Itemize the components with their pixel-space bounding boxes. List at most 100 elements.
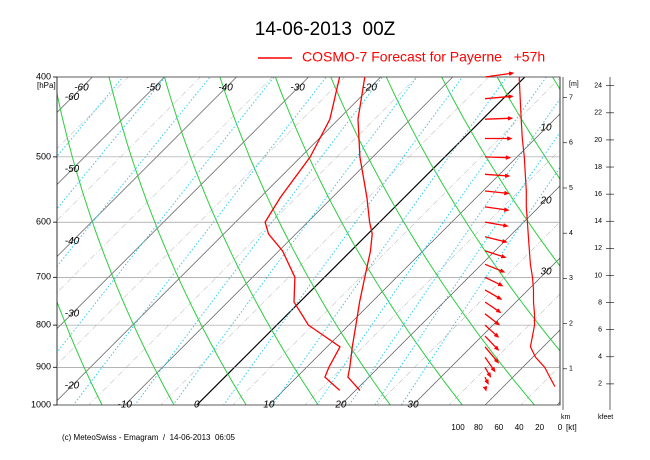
- isotherm: [57, 77, 238, 258]
- wind-arrow: [484, 376, 489, 385]
- wind-arrow: [484, 190, 510, 196]
- km-tick-label: 2: [569, 320, 573, 327]
- dry-adiabat: [496, 77, 560, 180]
- wind-arrow: [484, 94, 514, 100]
- isotherm-half: [304, 149, 560, 405]
- isotherm: [484, 329, 560, 405]
- isotherm-half: [448, 293, 560, 405]
- wind-arrow: [485, 136, 513, 141]
- km-label: km: [561, 414, 571, 421]
- wind-arrow: [484, 289, 503, 300]
- y-tick-label: 800: [36, 319, 51, 329]
- kfeet-tick-label: 12: [594, 245, 602, 252]
- kfeet-tick-label: 20: [594, 137, 602, 144]
- y-tick-label: 400: [36, 71, 51, 81]
- isotherm: [412, 257, 560, 405]
- x-tick-label-left: -20: [65, 380, 80, 391]
- wind-arrow: [484, 335, 500, 351]
- isotherm: [340, 185, 560, 405]
- wind-arrow: [484, 173, 511, 178]
- mixing-ratio-line: [374, 131, 560, 405]
- x-tick-label: 20: [334, 400, 347, 411]
- wind-speed-line: [518, 76, 556, 387]
- dry-adiabat: [57, 300, 103, 405]
- wind-arrow: [484, 301, 502, 314]
- isotherm: [57, 77, 382, 402]
- right-label: 30: [540, 267, 552, 278]
- x-tick-label-left: -40: [65, 236, 80, 247]
- x-tick-label-top: -60: [74, 83, 89, 94]
- chart-title: 14-06-2013 00Z: [255, 19, 396, 40]
- wind-arrow: [484, 236, 508, 244]
- wind-tick-label: 20: [535, 423, 544, 432]
- wind-arrow: [484, 366, 492, 378]
- wind-arrow: [482, 386, 488, 392]
- km-tick-label: 5: [569, 185, 573, 192]
- x-tick-label-top: -20: [362, 83, 377, 94]
- wind-arrow: [484, 71, 515, 78]
- background-lines: [57, 77, 560, 405]
- dry-adiabat: [219, 77, 391, 405]
- wind-arrow: [484, 346, 500, 364]
- right-label: 10: [540, 123, 552, 134]
- right-label: 20: [539, 196, 552, 207]
- footer: (c) MeteoSwiss - Emagram / 14-06-2013 06…: [62, 433, 236, 442]
- wind-arrow: [484, 116, 514, 121]
- km-tick-label: 4: [569, 230, 573, 237]
- wind-axis-label: [kt]: [566, 423, 577, 432]
- kfeet-label: kfeet: [598, 414, 613, 421]
- kfeet-tick-label: 16: [594, 191, 602, 198]
- kfeet-tick-label: 24: [594, 83, 602, 90]
- kfeet-tick-label: 6: [598, 327, 602, 334]
- isotherm-half: [232, 77, 560, 405]
- x-tick-label: 0: [194, 400, 200, 411]
- wind-tick-label: 100: [451, 423, 465, 432]
- x-tick-label-left: -60: [65, 92, 80, 103]
- km-tick-label: 1: [569, 366, 573, 373]
- dry-adiabat: [108, 77, 247, 405]
- temperature-line: [347, 76, 373, 391]
- kfeet-tick-label: 8: [598, 299, 602, 306]
- wind-arrow: [484, 263, 506, 273]
- x-tick-label: 30: [407, 400, 419, 411]
- wind-tick-label: 40: [515, 423, 524, 432]
- isotherm: [124, 77, 454, 405]
- wind-arrow: [484, 206, 510, 212]
- km-unit: [m]: [569, 81, 579, 88]
- x-tick-label-left: -30: [65, 308, 80, 319]
- isotherm: [195, 77, 526, 405]
- wind-tick-label: 80: [474, 423, 483, 432]
- isotherm-half: [57, 77, 345, 365]
- y-axis-label: [hPa]: [37, 81, 56, 90]
- isotherm: [268, 113, 560, 405]
- kfeet-tick-label: 22: [594, 110, 602, 117]
- dry-adiabat: [441, 77, 560, 267]
- wind-arrow: [484, 313, 501, 326]
- mixing-ratio-line: [400, 166, 560, 405]
- isotherm-half: [88, 77, 418, 405]
- wind-arrow: [484, 276, 504, 287]
- km-tick-label: 6: [569, 140, 573, 147]
- km-tick-label: 3: [569, 275, 573, 282]
- wind-arrow: [484, 250, 507, 259]
- y-tick-label: 900: [36, 362, 51, 372]
- dry-adiabat: [330, 77, 536, 405]
- kfeet-tick-label: 18: [594, 164, 602, 171]
- kfeet-tick-label: 4: [598, 354, 602, 361]
- wind-arrow: [484, 356, 496, 373]
- kfeet-tick-label: 10: [594, 272, 602, 279]
- dry-adiabat: [57, 91, 175, 405]
- x-tick-label: 10: [263, 400, 275, 411]
- x-tick-label-top: -40: [218, 83, 233, 94]
- mixing-ratio-line: [134, 77, 383, 405]
- kfeet-tick-label: 2: [598, 381, 602, 388]
- kfeet-tick-label: 14: [594, 218, 602, 225]
- y-tick-label: 500: [36, 151, 51, 161]
- dry-adiabat: [163, 77, 319, 405]
- x-tick-label: -10: [118, 400, 133, 411]
- dry-adiabat: [274, 77, 464, 405]
- wind-tick-label: 0: [558, 423, 563, 432]
